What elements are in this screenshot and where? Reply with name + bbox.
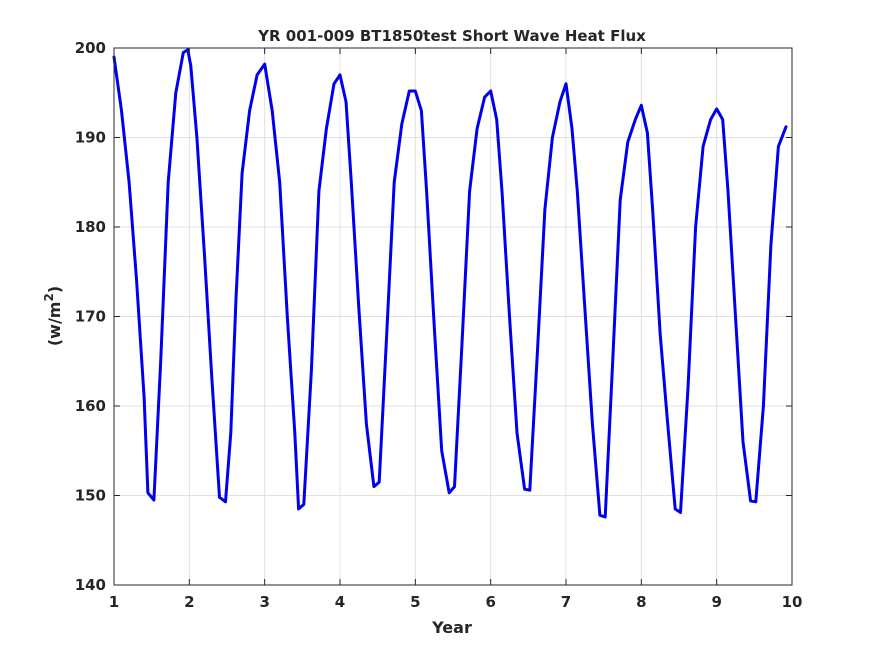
y-tick-label: 200: [75, 39, 106, 57]
y-axis-label-end: ): [45, 286, 64, 293]
y-tick-label: 150: [75, 487, 106, 505]
y-tick-label: 140: [75, 576, 106, 594]
x-tick-label: 9: [711, 593, 721, 611]
y-tick-label: 160: [75, 397, 106, 415]
x-tick-label: 10: [782, 593, 803, 611]
x-tick-label: 7: [561, 593, 571, 611]
x-tick-label: 3: [259, 593, 269, 611]
y-tick-label: 190: [75, 129, 106, 147]
x-tick-label: 6: [485, 593, 495, 611]
x-axis-label: Year: [431, 618, 472, 637]
y-axis-label-superscript: 2: [42, 293, 56, 301]
series-layer: [112, 48, 788, 519]
axis-ticks: 1 2 3 4 5 6 7 8 9 10 140 150 160 170 180 190 200: [75, 39, 803, 611]
y-tick-label: 180: [75, 218, 106, 236]
series-line-0: [112, 48, 788, 519]
x-tick-label: 1: [109, 593, 119, 611]
x-tick-label: 4: [335, 593, 345, 611]
y-tick-label: 170: [75, 308, 106, 326]
x-tick-label: 2: [184, 593, 194, 611]
x-tick-label: 8: [636, 593, 646, 611]
y-axis-label: (w/m2): [42, 286, 64, 346]
y-axis-label-base: (w/m: [45, 302, 64, 347]
x-tick-label: 5: [410, 593, 420, 611]
chart-title: YR 001-009 BT1850test Short Wave Heat Fl…: [257, 27, 646, 45]
